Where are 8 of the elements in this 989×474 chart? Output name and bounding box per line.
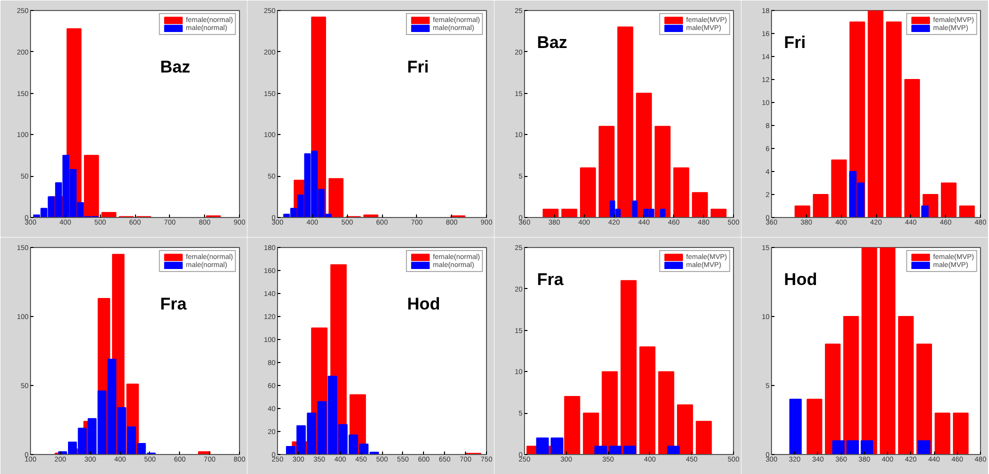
annotation: Fra xyxy=(160,294,188,314)
annotation: Fri xyxy=(407,58,429,77)
annotation: Fra xyxy=(537,270,564,289)
annotation: Fri xyxy=(784,32,806,52)
annotation: Baz xyxy=(537,32,568,52)
annotation: Baz xyxy=(160,58,190,77)
annotation: Hod xyxy=(407,294,440,314)
annotation: Hod xyxy=(784,270,818,289)
